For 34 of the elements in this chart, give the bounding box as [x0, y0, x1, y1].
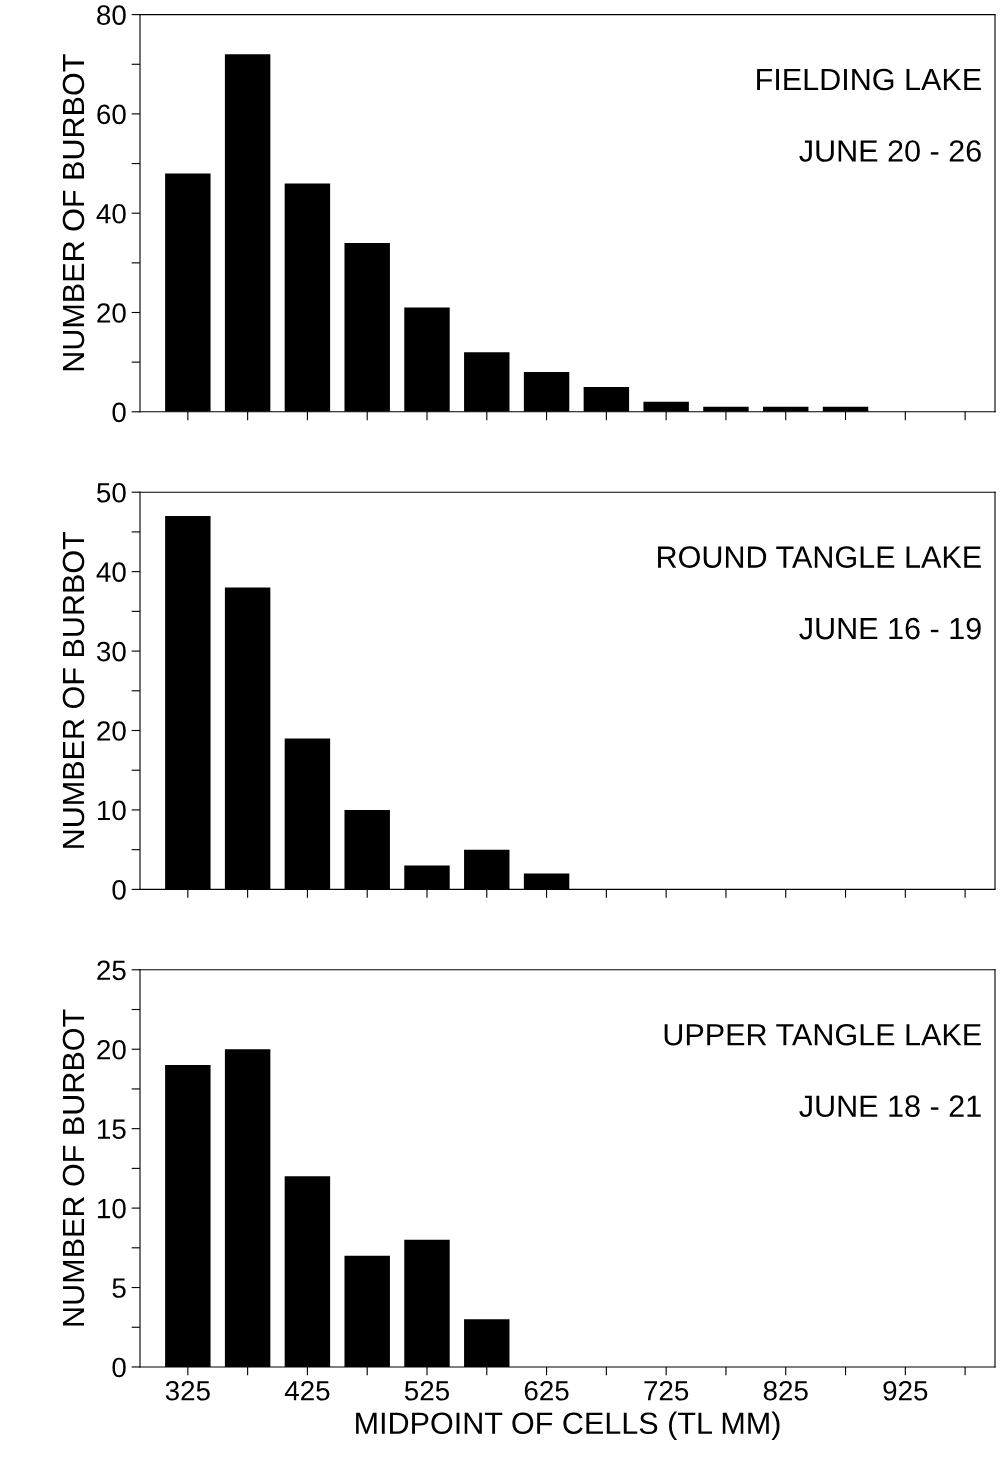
- y-tick-label: 60: [97, 104, 126, 125]
- x-axis-title: MIDPOINT OF CELLS (TL MM): [356, 1411, 780, 1441]
- x-tick-label: 425: [284, 1380, 330, 1401]
- y-axis-title: NUMBER OF BURBOT: [62, 54, 85, 371]
- annotation: FIELDING LAKE: [757, 68, 981, 91]
- y-tick-label: 20: [97, 303, 126, 323]
- annotation: ROUND TANGLE LAKE: [658, 546, 981, 568]
- y-tick-label: 25: [97, 960, 126, 981]
- x-tick-label: 925: [883, 1380, 928, 1401]
- y-tick-label: 10: [98, 800, 126, 821]
- annotation: JUNE 18 - 21: [799, 1095, 981, 1118]
- y-axis-title: NUMBER OF BURBOT: [62, 531, 85, 848]
- x-tick-label: 825: [763, 1380, 808, 1401]
- x-tick-label: 325: [165, 1380, 210, 1401]
- y-tick-label: 40: [96, 203, 126, 224]
- y-tick-label: 0: [112, 1357, 126, 1378]
- x-tick-label: 725: [644, 1380, 689, 1401]
- y-tick-label: 40: [96, 562, 126, 582]
- y-tick-label: 0: [112, 402, 126, 423]
- annotation: JUNE 16 - 19: [799, 617, 981, 640]
- x-tick-label: 525: [404, 1380, 449, 1401]
- annotation: JUNE 20 - 26: [799, 140, 981, 162]
- y-tick-label: 30: [96, 641, 126, 662]
- y-tick-label: 10: [98, 1198, 126, 1219]
- y-axis-title: NUMBER OF BURBOT: [62, 1009, 85, 1326]
- y-tick-label: 15: [98, 1119, 126, 1139]
- y-tick-label: 0: [112, 880, 126, 900]
- y-tick-label: 20: [97, 1039, 126, 1060]
- annotation: UPPER TANGLE LAKE: [664, 1023, 981, 1046]
- y-tick-label: 50: [97, 482, 126, 503]
- y-tick-label: 20: [97, 721, 126, 741]
- y-tick-label: 5: [112, 1278, 126, 1298]
- x-tick-label: 625: [524, 1380, 569, 1401]
- y-tick-label: 80: [97, 5, 126, 25]
